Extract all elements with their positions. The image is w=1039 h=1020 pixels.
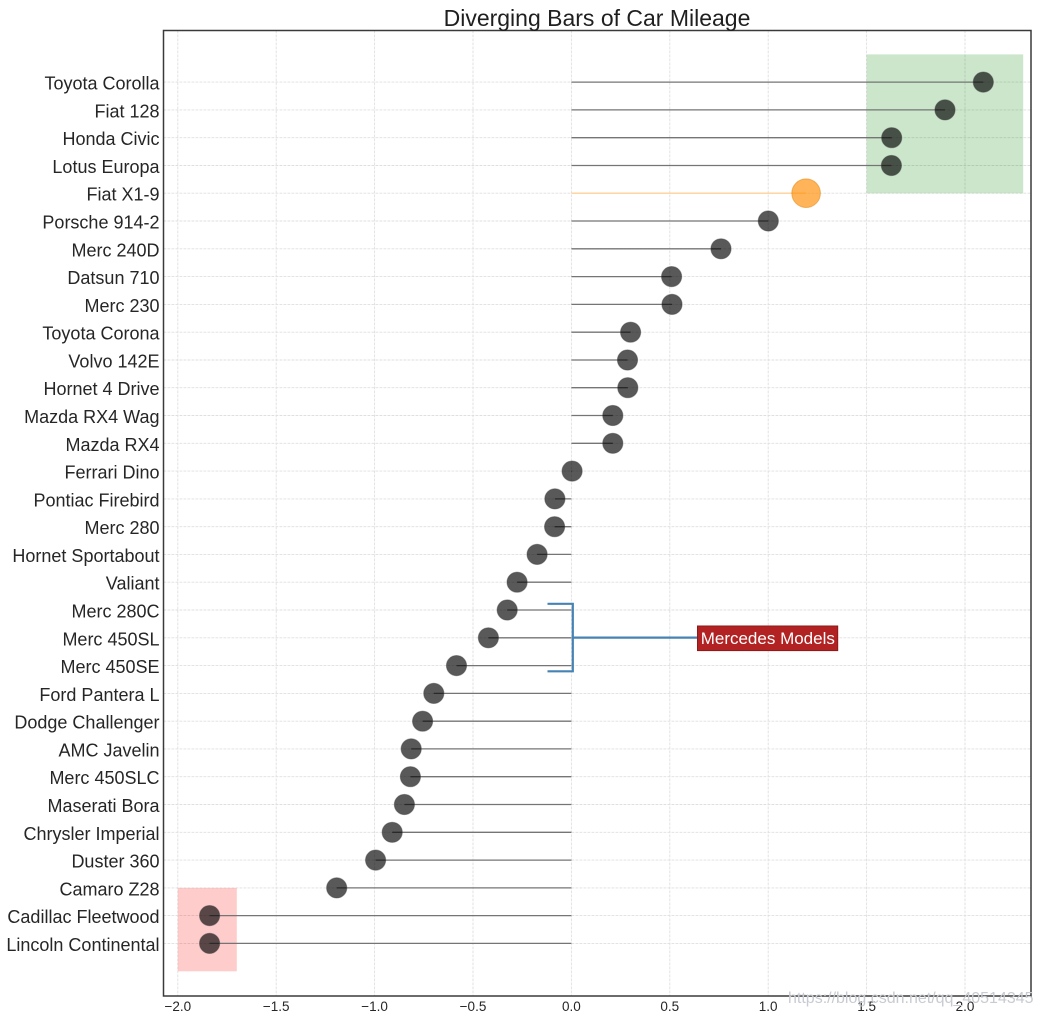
svg-text:−0.5: −0.5 <box>460 999 487 1014</box>
svg-text:Diverging Bars of Car Mileage: Diverging Bars of Car Mileage <box>444 5 751 31</box>
svg-text:Honda Civic: Honda Civic <box>62 129 159 149</box>
svg-text:Merc 240D: Merc 240D <box>71 240 159 260</box>
svg-text:Chrysler Imperial: Chrysler Imperial <box>23 824 159 844</box>
svg-text:Mazda RX4: Mazda RX4 <box>65 435 159 455</box>
svg-text:−1.0: −1.0 <box>361 999 388 1014</box>
svg-text:Cadillac Fleetwood: Cadillac Fleetwood <box>7 907 159 927</box>
svg-text:−1.5: −1.5 <box>263 999 290 1014</box>
svg-text:Hornet Sportabout: Hornet Sportabout <box>12 546 159 566</box>
svg-text:Merc 230: Merc 230 <box>84 296 159 316</box>
svg-text:Porsche 914-2: Porsche 914-2 <box>42 213 159 233</box>
svg-text:1.5: 1.5 <box>857 999 876 1014</box>
svg-text:Fiat 128: Fiat 128 <box>94 101 159 121</box>
svg-text:Camaro Z28: Camaro Z28 <box>59 879 159 899</box>
svg-text:Toyota Corolla: Toyota Corolla <box>44 74 160 94</box>
svg-text:2.0: 2.0 <box>956 999 975 1014</box>
svg-text:AMC Javelin: AMC Javelin <box>58 740 159 760</box>
svg-text:Merc 280: Merc 280 <box>84 518 159 538</box>
svg-text:Volvo 142E: Volvo 142E <box>68 352 159 372</box>
svg-text:Duster 360: Duster 360 <box>71 852 159 872</box>
svg-text:Mercedes Models: Mercedes Models <box>701 629 835 648</box>
svg-text:Datsun 710: Datsun 710 <box>67 268 159 288</box>
svg-text:Valiant: Valiant <box>106 574 160 594</box>
svg-text:Ferrari Dino: Ferrari Dino <box>64 463 159 483</box>
svg-text:Fiat X1-9: Fiat X1-9 <box>86 185 159 205</box>
svg-text:0.5: 0.5 <box>660 999 679 1014</box>
svg-text:Merc 450SLC: Merc 450SLC <box>49 768 159 788</box>
svg-text:Merc 450SL: Merc 450SL <box>62 629 159 649</box>
svg-text:Ford Pantera L: Ford Pantera L <box>39 685 159 705</box>
svg-text:Lincoln Continental: Lincoln Continental <box>6 935 159 955</box>
svg-text:Dodge Challenger: Dodge Challenger <box>14 713 159 733</box>
svg-text:1.0: 1.0 <box>759 999 778 1014</box>
svg-text:Pontiac Firebird: Pontiac Firebird <box>33 490 159 510</box>
svg-text:Maserati Bora: Maserati Bora <box>47 796 160 816</box>
svg-text:Merc 280C: Merc 280C <box>71 602 159 622</box>
svg-text:Toyota Corona: Toyota Corona <box>42 324 160 344</box>
svg-text:Lotus Europa: Lotus Europa <box>52 157 160 177</box>
svg-text:Merc 450SE: Merc 450SE <box>60 657 159 677</box>
svg-text:https://blog.csdn.net/qq_40514: https://blog.csdn.net/qq_40514345 <box>788 990 1034 1007</box>
svg-text:Mazda RX4 Wag: Mazda RX4 Wag <box>24 407 159 427</box>
svg-text:Hornet 4 Drive: Hornet 4 Drive <box>43 379 159 399</box>
svg-text:−2.0: −2.0 <box>164 999 191 1014</box>
svg-text:0.0: 0.0 <box>562 999 581 1014</box>
